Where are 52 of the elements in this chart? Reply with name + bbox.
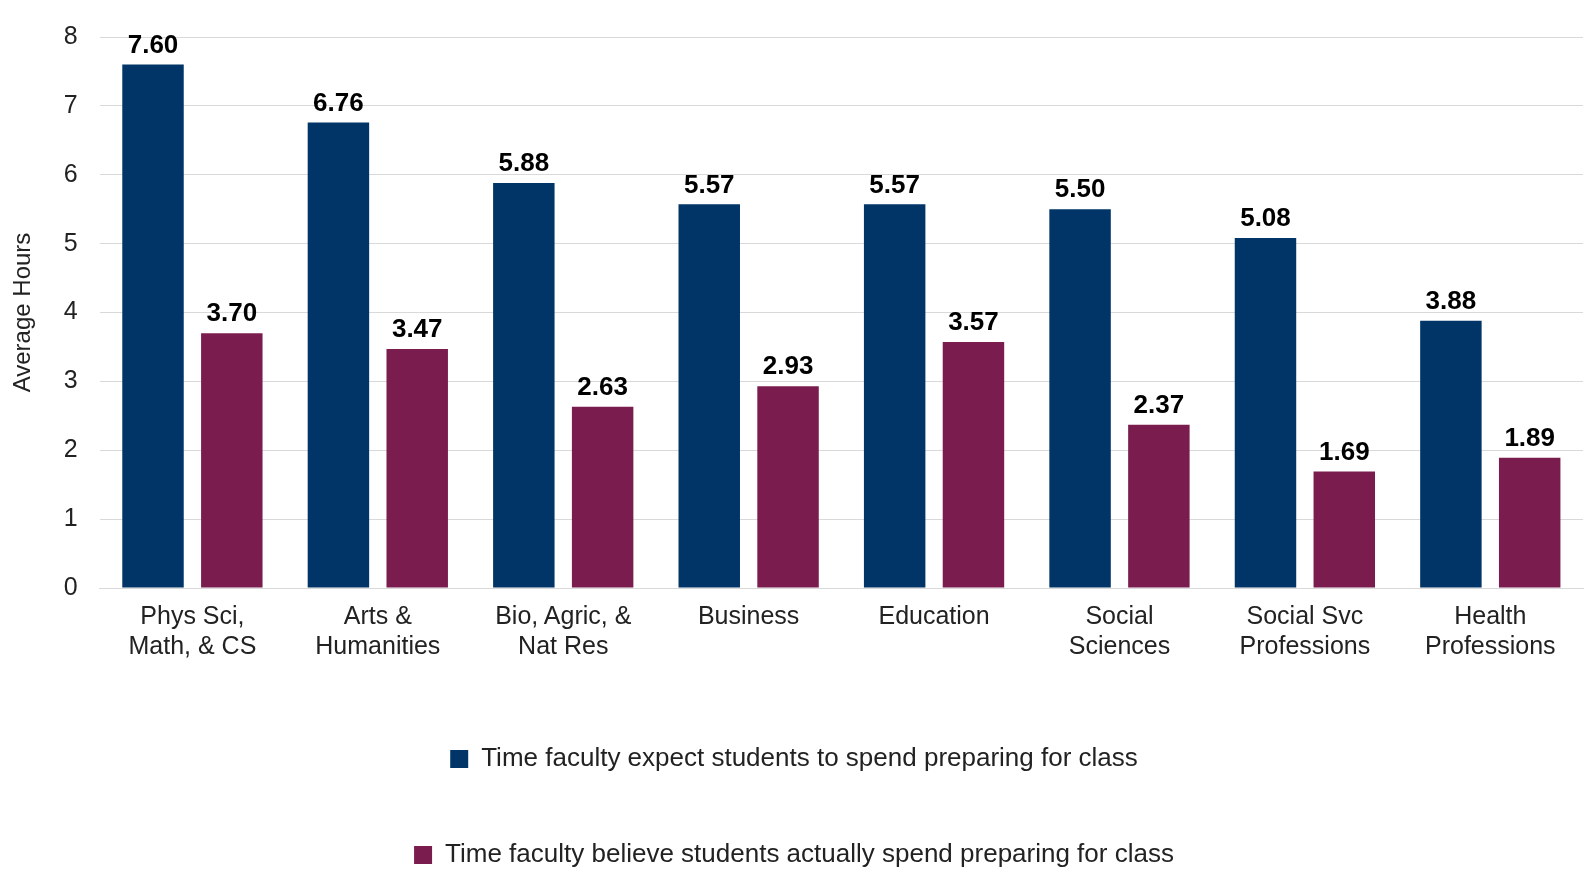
x-tick-label: Bio, Agric, & Nat Res xyxy=(495,600,632,659)
data-label: 5.88 xyxy=(498,147,550,178)
bar xyxy=(1049,209,1111,588)
x-tick-label: Social Sciences xyxy=(1068,600,1171,659)
bar xyxy=(863,204,926,588)
bar xyxy=(201,333,263,588)
y-tick-label: 7 xyxy=(63,89,78,118)
x-tick-label: Business xyxy=(697,600,800,629)
y-tick-label: 1 xyxy=(63,503,78,532)
bar xyxy=(1234,238,1297,588)
data-label: 5.50 xyxy=(1054,173,1106,204)
x-tick-label: Arts & Humanities xyxy=(315,600,441,659)
bar xyxy=(571,406,634,588)
y-tick-label: 6 xyxy=(63,158,78,187)
data-label: 5.57 xyxy=(869,168,920,199)
x-tick-label: Social Svc Professions xyxy=(1239,600,1371,659)
bar xyxy=(757,386,819,588)
bar xyxy=(1498,457,1561,588)
x-tick-label: Health Professions xyxy=(1424,600,1556,659)
bar xyxy=(307,122,370,588)
bar xyxy=(678,204,740,588)
bar xyxy=(1420,320,1482,588)
bar xyxy=(1313,471,1376,588)
bar xyxy=(122,64,184,588)
y-tick-label: 4 xyxy=(63,296,78,325)
y-axis-title: Average Hours xyxy=(8,232,36,393)
data-label: 5.57 xyxy=(683,168,735,199)
data-label: 1.89 xyxy=(1504,422,1555,452)
data-label: 2.37 xyxy=(1133,388,1185,419)
bar xyxy=(386,349,448,588)
data-label: 2.63 xyxy=(577,371,628,402)
data-label: 7.60 xyxy=(127,28,179,59)
data-label: 2.93 xyxy=(762,350,814,381)
bar xyxy=(942,342,1005,588)
data-label: 3.88 xyxy=(1425,284,1477,315)
y-tick-label: 3 xyxy=(63,365,78,394)
bar xyxy=(493,183,555,588)
data-label: 3.70 xyxy=(206,297,258,328)
data-label: 5.08 xyxy=(1240,202,1291,233)
legend-label: Time faculty expect students to spend preparing for class xyxy=(481,742,1138,773)
y-tick-label: 5 xyxy=(63,227,78,256)
y-tick-label: 8 xyxy=(63,20,78,49)
x-tick-label: Education xyxy=(878,600,990,629)
bar xyxy=(1128,424,1190,588)
y-tick-label: 0 xyxy=(63,571,78,600)
legend-label: Time faculty believe students actually spend preparing for class xyxy=(445,838,1174,869)
y-tick-label: 2 xyxy=(63,434,78,463)
data-label: 6.76 xyxy=(313,86,364,117)
data-label: 3.47 xyxy=(391,313,443,344)
data-label: 1.69 xyxy=(1318,435,1370,466)
data-label: 3.57 xyxy=(948,306,999,337)
x-tick-label: Phys Sci, Math, & CS xyxy=(128,600,257,659)
